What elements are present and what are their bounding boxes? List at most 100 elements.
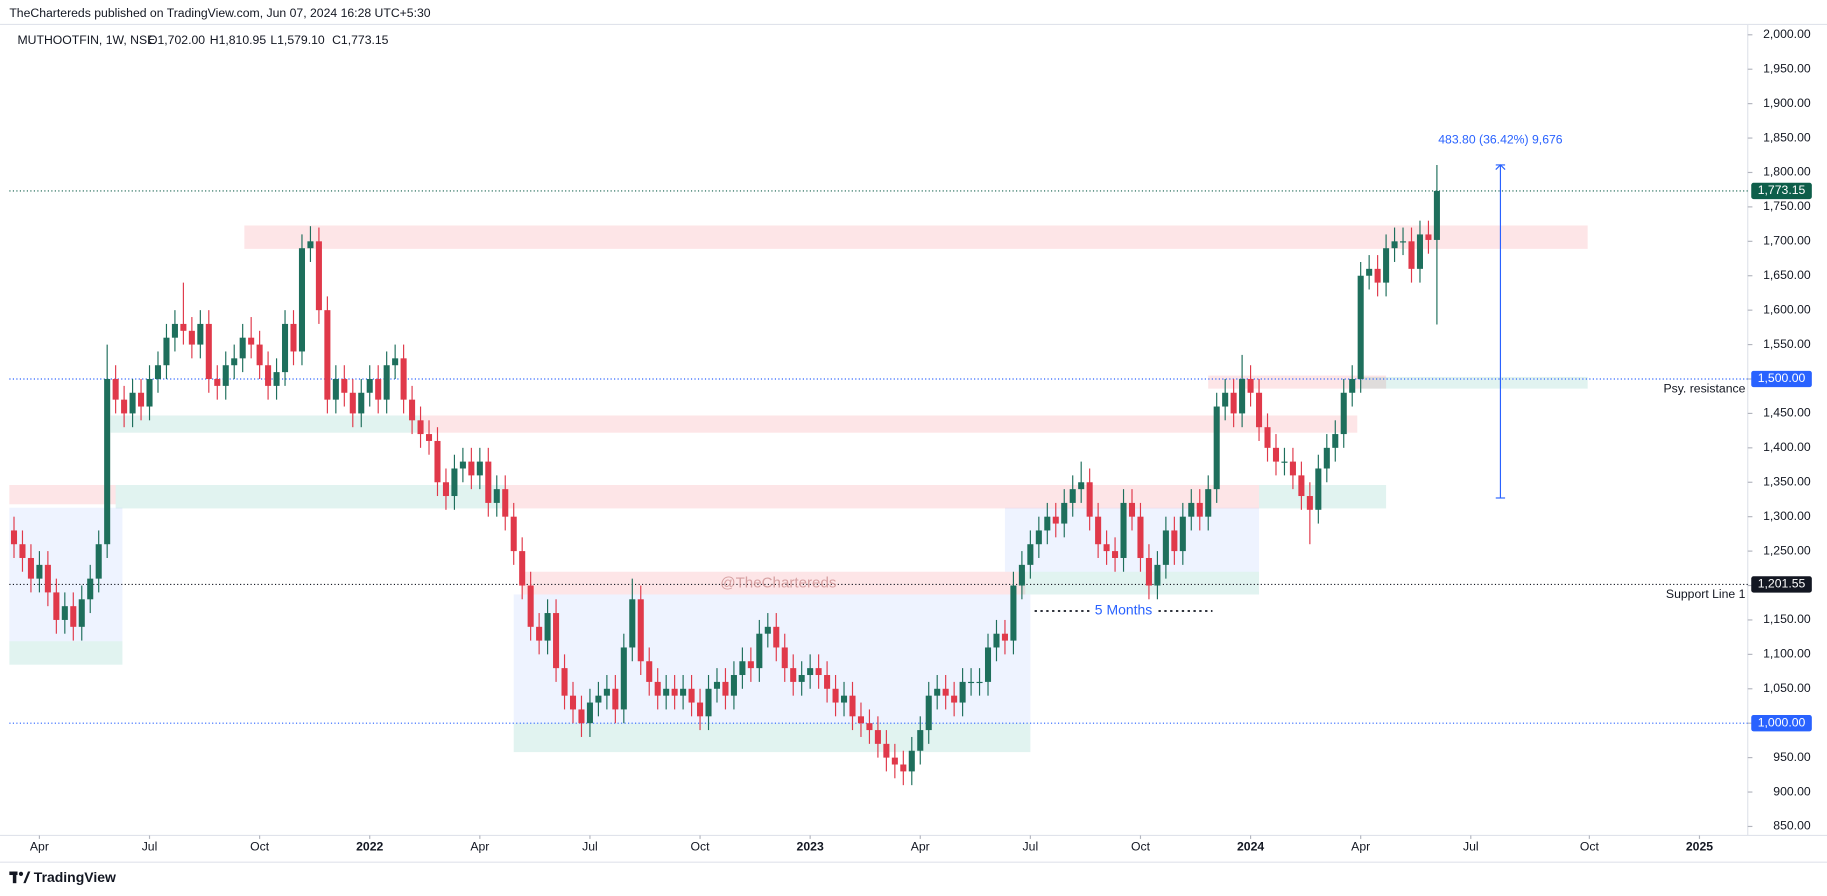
candle-body bbox=[1086, 482, 1093, 517]
candle-body bbox=[1162, 530, 1169, 565]
logo-part bbox=[23, 871, 31, 884]
candle-body bbox=[248, 337, 255, 345]
candle-body bbox=[1112, 551, 1119, 558]
ohlc-open: O1,702.00 bbox=[148, 33, 205, 47]
candle-body bbox=[1120, 502, 1127, 558]
symbol: MUTHOOTFIN, 1W, NSE bbox=[18, 33, 156, 47]
candle-body bbox=[95, 544, 102, 579]
candle-body bbox=[104, 378, 111, 545]
candle-body bbox=[417, 420, 424, 435]
candle-body bbox=[739, 661, 746, 676]
y-tick-label: 1,350.00 bbox=[1763, 474, 1811, 488]
candle-body bbox=[1425, 234, 1432, 240]
y-tick-label: 1,650.00 bbox=[1763, 268, 1811, 282]
candle-body bbox=[1222, 392, 1229, 407]
candle-body bbox=[1340, 392, 1347, 435]
candle-body bbox=[154, 365, 162, 379]
x-tick-label: 2025 bbox=[1686, 839, 1713, 853]
y-tick-label: 1,950.00 bbox=[1763, 61, 1811, 75]
candle-body bbox=[341, 378, 348, 393]
candle-body bbox=[442, 482, 449, 497]
zone bbox=[110, 415, 421, 433]
candle-body bbox=[612, 688, 619, 710]
candle-body bbox=[138, 392, 145, 407]
ohlc-close: C1,773.15 bbox=[332, 33, 389, 47]
candle-body bbox=[163, 337, 170, 366]
candle-body bbox=[129, 392, 136, 414]
candle-body bbox=[857, 716, 865, 724]
candle-body bbox=[620, 647, 627, 710]
candle-body bbox=[282, 323, 289, 373]
publisher: TheChartereds published on TradingView.c… bbox=[9, 6, 430, 20]
candle-body bbox=[1366, 268, 1373, 276]
candle-body bbox=[790, 668, 797, 682]
candle-body bbox=[1078, 482, 1085, 490]
logo bbox=[9, 871, 31, 884]
candle-body bbox=[1416, 234, 1423, 269]
candle-body bbox=[1264, 427, 1271, 448]
price-label-box bbox=[1751, 370, 1812, 388]
y-tick-label: 1,750.00 bbox=[1763, 199, 1811, 213]
candle-body bbox=[1103, 544, 1110, 552]
candle-body bbox=[366, 378, 373, 393]
candle-body bbox=[53, 592, 60, 620]
candle-body bbox=[1154, 564, 1161, 586]
logo-part bbox=[12, 871, 17, 884]
candle-body bbox=[476, 461, 483, 476]
candle-body bbox=[273, 372, 280, 386]
candle-body bbox=[1128, 502, 1136, 517]
candle-body bbox=[1137, 516, 1144, 558]
candle-body bbox=[730, 675, 737, 696]
candle-body bbox=[883, 743, 890, 758]
candle-body bbox=[36, 564, 43, 579]
price-label: 1,000.00 bbox=[1758, 715, 1806, 729]
candle-body bbox=[1408, 241, 1415, 269]
candle-body bbox=[1349, 378, 1356, 393]
candle-body bbox=[239, 337, 246, 359]
candle-body bbox=[544, 613, 551, 641]
x-tick-label: 2023 bbox=[797, 839, 824, 853]
candle-body bbox=[713, 681, 721, 689]
candle-body bbox=[349, 392, 356, 414]
candle-body bbox=[697, 702, 704, 717]
x-tick-label: Oct bbox=[250, 839, 270, 853]
x-tick-label: 2024 bbox=[1237, 839, 1264, 853]
y-tick-label: 1,400.00 bbox=[1763, 440, 1811, 454]
candle-body bbox=[942, 688, 949, 696]
candle-body bbox=[756, 633, 763, 669]
zone bbox=[513, 723, 1031, 753]
y-tick-label: 1,150.00 bbox=[1763, 612, 1811, 626]
candle-body bbox=[1289, 461, 1296, 476]
logo-part bbox=[18, 871, 24, 876]
y-tick-label: 1,900.00 bbox=[1763, 96, 1811, 110]
candle-body bbox=[121, 399, 128, 414]
candle-body bbox=[959, 681, 966, 703]
candle-body bbox=[900, 764, 907, 772]
candle-body bbox=[307, 241, 314, 249]
candle-body bbox=[934, 688, 941, 696]
candle-body bbox=[1323, 447, 1330, 469]
line-note: Psy. resistance bbox=[1663, 382, 1745, 396]
ohlc-high: H1,810.95 bbox=[210, 33, 267, 47]
candle-body bbox=[1095, 516, 1102, 545]
candle-body bbox=[798, 675, 805, 682]
candle-body bbox=[917, 730, 924, 751]
candle-body bbox=[222, 365, 229, 386]
zone bbox=[1259, 485, 1387, 509]
brand: TradingView bbox=[34, 869, 116, 885]
x-tick-label: Jul bbox=[582, 839, 598, 853]
price-label: 1,500.00 bbox=[1758, 371, 1806, 385]
candle-body bbox=[586, 702, 593, 724]
candle-body bbox=[705, 688, 712, 717]
candle-body bbox=[891, 757, 898, 765]
x-tick-label: 2022 bbox=[356, 839, 383, 853]
candle-body bbox=[231, 358, 238, 366]
candle-body bbox=[976, 681, 983, 684]
candle-body bbox=[27, 557, 34, 579]
candle-body bbox=[290, 323, 297, 352]
candle-body bbox=[671, 688, 678, 696]
candle-body bbox=[1213, 406, 1220, 490]
y-tick-label: 1,850.00 bbox=[1763, 130, 1811, 144]
candle-body bbox=[468, 461, 475, 476]
